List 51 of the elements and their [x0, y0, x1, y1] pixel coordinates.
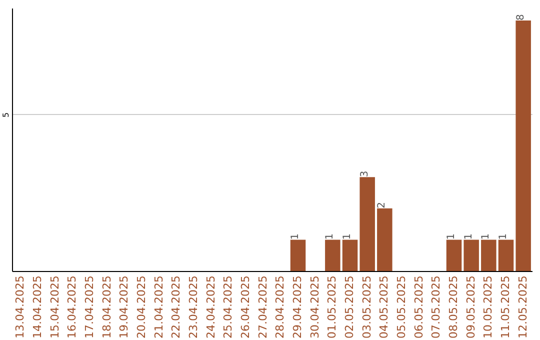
x-tick-label: 18.04.2025	[100, 276, 114, 338]
x-tick-label: 15.04.2025	[48, 276, 62, 338]
bar	[342, 240, 358, 271]
x-tick-label: 24.04.2025	[204, 276, 218, 338]
x-tick-label: 13.04.2025	[14, 276, 27, 338]
x-tick-label: 07.05.2025	[430, 276, 443, 338]
data-label: 1	[290, 233, 301, 240]
bar	[464, 240, 479, 271]
bar	[325, 240, 340, 271]
x-tick-label: 27.04.2025	[256, 276, 270, 338]
bar	[377, 208, 392, 271]
bar	[481, 240, 496, 271]
x-tick-label: 02.05.2025	[343, 276, 356, 338]
x-tick-label: 17.04.2025	[83, 276, 96, 338]
x-tick-label: 14.04.2025	[31, 276, 44, 338]
data-label: 1	[324, 233, 336, 240]
x-tick-label: 30.04.2025	[308, 276, 322, 338]
x-tick-label: 05.05.2025	[395, 276, 408, 338]
x-tick-label: 01.05.2025	[326, 276, 339, 338]
data-label: 1	[498, 233, 509, 240]
data-label: 2	[376, 202, 388, 208]
data-label: 8	[515, 14, 526, 21]
x-tick-label: 09.05.2025	[464, 276, 478, 338]
x-tick-label: 10.05.2025	[482, 276, 495, 338]
x-tick-label: 20.04.2025	[135, 276, 148, 338]
data-label: 1	[463, 233, 474, 240]
x-tick-label: 12.05.2025	[516, 276, 530, 338]
x-tick-label: 04.05.2025	[378, 276, 391, 338]
bar	[446, 240, 462, 271]
bar	[516, 20, 531, 271]
x-tick-label: 25.04.2025	[222, 276, 235, 338]
x-tick-label: 29.04.2025	[291, 276, 304, 338]
data-label: 1	[342, 233, 353, 240]
x-tick-label: 16.04.2025	[66, 276, 79, 338]
x-tick-label: 23.04.2025	[187, 276, 200, 338]
x-tick-label: 26.04.2025	[239, 276, 252, 338]
x-tick-label: 03.05.2025	[360, 276, 374, 338]
data-label: 1	[446, 233, 457, 240]
x-tick-label: 06.05.2025	[412, 276, 426, 338]
bar	[498, 240, 514, 271]
x-tick-label: 22.04.2025	[170, 276, 183, 338]
x-tick-label: 11.05.2025	[499, 276, 512, 338]
y-tick-label: 5	[2, 112, 10, 118]
x-tick-label: 28.04.2025	[274, 276, 287, 338]
bar	[290, 240, 306, 271]
data-label: 3	[359, 170, 370, 178]
x-tick-label: 19.04.2025	[118, 276, 131, 338]
bar	[360, 177, 375, 271]
data-label: 1	[480, 233, 492, 240]
x-tick-label: 21.04.2025	[152, 276, 166, 338]
x-tick-label: 08.05.2025	[447, 276, 460, 338]
